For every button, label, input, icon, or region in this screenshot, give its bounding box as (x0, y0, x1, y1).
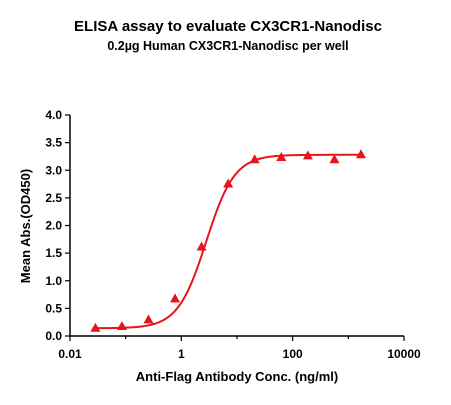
y-tick-label: 0.0 (45, 329, 62, 343)
x-axis-label: Anti-Flag Antibody Conc. (ng/ml) (136, 369, 338, 384)
chart-title: ELISA assay to evaluate CX3CR1-Nanodisc (74, 18, 382, 35)
data-point-triangle (143, 314, 154, 324)
x-tick-label: 1 (178, 347, 185, 361)
y-ticks: 0.0 0.5 1.0 1.5 2.0 2.5 3.0 3.5 4.0 (45, 108, 70, 343)
y-axis-label: Mean Abs.(OD450) (18, 169, 33, 283)
y-tick-label: 1.5 (45, 246, 62, 260)
y-tick-label: 1.0 (45, 274, 62, 288)
plot-axes (69, 115, 404, 337)
x-tick-label: 0.01 (58, 347, 82, 361)
data-point-triangle (249, 154, 260, 164)
x-tick-label: 100 (283, 347, 303, 361)
data-points (90, 149, 366, 332)
data-point-triangle (90, 322, 101, 332)
y-tick-label: 4.0 (45, 108, 62, 122)
data-point-triangle (223, 178, 234, 188)
data-point-triangle (329, 154, 340, 164)
data-point-triangle (355, 149, 366, 159)
data-point-triangle (196, 241, 207, 251)
data-point-triangle (170, 293, 181, 303)
y-tick-label: 3.5 (45, 136, 62, 150)
y-tick-label: 2.5 (45, 191, 62, 205)
x-ticks: 0.01 1 100 10000 (58, 336, 421, 361)
data-point-triangle (116, 321, 127, 331)
data-point-triangle (276, 151, 287, 161)
data-point-triangle (302, 150, 313, 160)
y-tick-label: 0.5 (45, 301, 62, 315)
y-tick-label: 3.0 (45, 163, 62, 177)
y-tick-label: 2.0 (45, 219, 62, 233)
chart-subtitle: 0.2µg Human CX3CR1-Nanodisc per well (107, 39, 348, 53)
x-tick-label: 10000 (387, 347, 421, 361)
